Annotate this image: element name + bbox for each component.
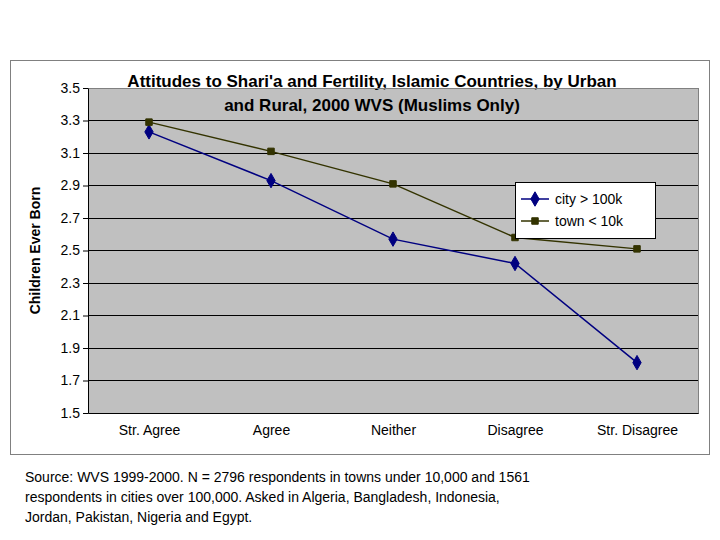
y-tick: 1.7 <box>61 372 88 388</box>
x-axis-line <box>89 413 699 414</box>
y-tick-mark <box>83 348 88 349</box>
y-axis: 1.5 1.7 1.9 2.1 2.3 2.5 2.7 2.9 3.1 3.3 3.5 <box>61 80 89 421</box>
x-tick: Str. Agree <box>119 422 181 438</box>
grid-line <box>88 120 698 121</box>
legend-marker <box>532 218 538 224</box>
chart-frame <box>11 61 710 455</box>
y-tick-label: 3.1 <box>61 145 81 161</box>
grid-line <box>88 153 698 154</box>
chart-title: Attitudes to Shari'a and Fertility, Isla… <box>127 72 616 115</box>
x-tick-label: Str. Disagree <box>597 422 678 438</box>
series-marker <box>511 256 519 270</box>
series-marker <box>634 246 640 252</box>
y-tick-mark <box>83 88 88 89</box>
x-axis: Str. Agree Agree Neither Disagree Str. Disag… <box>89 414 699 438</box>
source-note: respondents in cities over 100,000. Aske… <box>25 489 500 505</box>
series-marker <box>145 125 153 139</box>
grid-line <box>88 283 698 284</box>
x-tick-label: Agree <box>253 422 291 438</box>
y-tick: 1.5 <box>61 405 88 421</box>
y-tick-label: 1.9 <box>61 340 81 356</box>
source-note: Source: WVS 1999-2000. N = 2796 responde… <box>25 469 530 485</box>
chart-svg: Attitudes to Shari'a and Fertility, Isla… <box>0 0 720 540</box>
grid-line <box>88 348 698 349</box>
y-tick: 3.3 <box>61 112 88 128</box>
legend-label: city > 100k <box>555 191 623 207</box>
y-tick-mark <box>83 381 88 382</box>
x-tick: Disagree <box>487 422 543 438</box>
y-tick-mark <box>83 218 88 219</box>
y-tick-label: 2.7 <box>61 210 81 226</box>
grid-line <box>88 250 698 251</box>
y-tick: 2.5 <box>61 242 88 258</box>
grid-line <box>88 380 698 381</box>
y-tick-label: 3.3 <box>61 112 81 128</box>
legend-marker <box>531 192 539 206</box>
legend-box <box>516 183 656 239</box>
x-tick: Str. Disagree <box>597 422 678 438</box>
plot-marks <box>145 119 641 370</box>
y-tick-label: 1.5 <box>61 405 81 421</box>
plot-frame <box>88 88 698 413</box>
x-tick-label: Str. Agree <box>119 422 181 438</box>
y-tick-label: 2.3 <box>61 275 81 291</box>
x-tick-label: Neither <box>371 422 416 438</box>
y-tick-mark <box>83 186 88 187</box>
series-marker <box>633 355 641 369</box>
series-marker <box>146 119 152 125</box>
y-tick: 2.1 <box>61 307 88 323</box>
y-tick: 3.1 <box>61 145 88 161</box>
grid-line <box>88 315 698 316</box>
y-tick-label: 3.5 <box>61 80 81 96</box>
series-marker <box>267 173 275 187</box>
y-tick-mark <box>83 153 88 154</box>
series-marker <box>389 232 397 246</box>
y-tick-mark <box>83 413 88 414</box>
series-marker <box>390 181 396 187</box>
y-tick-label: 1.7 <box>61 372 81 388</box>
y-tick: 3.5 <box>61 80 88 96</box>
y-tick-label: 2.9 <box>61 177 81 193</box>
series-line <box>149 132 637 363</box>
y-tick: 2.7 <box>61 210 88 226</box>
y-axis-title: Children Ever Born <box>27 187 43 315</box>
grid <box>88 88 698 413</box>
source-note: Jordan, Pakistan, Nigeria and Egypt. <box>25 509 252 525</box>
y-tick-mark <box>83 283 88 284</box>
legend: city > 100k town < 10k <box>516 183 656 239</box>
y-tick: 1.9 <box>61 340 88 356</box>
y-tick-label: 2.5 <box>61 242 81 258</box>
y-tick: 2.9 <box>61 177 88 193</box>
y-tick-mark <box>83 121 88 122</box>
y-tick: 2.3 <box>61 275 88 291</box>
x-tick: Neither <box>371 422 416 438</box>
plot-background <box>88 88 698 413</box>
y-tick-mark <box>83 316 88 317</box>
y-tick-label: 2.1 <box>61 307 81 323</box>
y-axis-line <box>88 89 89 414</box>
series-marker <box>268 148 274 154</box>
x-tick: Agree <box>253 422 291 438</box>
y-tick-mark <box>83 251 88 252</box>
x-tick-label: Disagree <box>487 422 543 438</box>
legend-label: town < 10k <box>555 213 624 229</box>
